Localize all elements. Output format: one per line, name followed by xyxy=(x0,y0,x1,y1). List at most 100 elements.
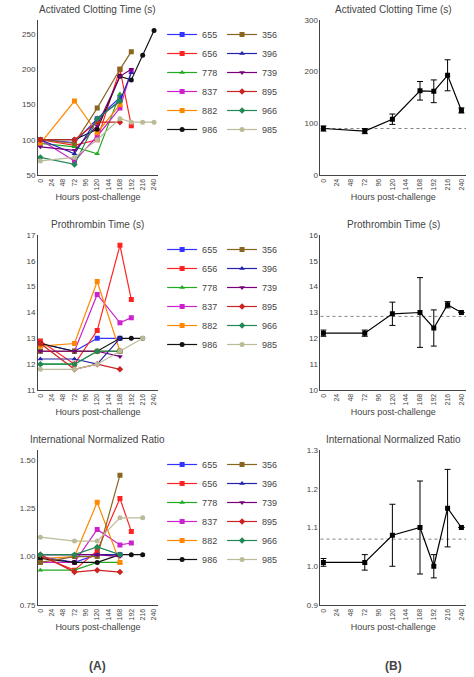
svg-text:0: 0 xyxy=(37,394,44,398)
svg-text:985: 985 xyxy=(262,555,277,565)
svg-text:356: 356 xyxy=(262,245,277,255)
svg-text:96: 96 xyxy=(375,179,382,187)
svg-text:1.3: 1.3 xyxy=(307,446,319,455)
svg-text:778: 778 xyxy=(202,498,217,508)
svg-text:966: 966 xyxy=(262,106,277,116)
svg-text:739: 739 xyxy=(262,498,277,508)
svg-text:240: 240 xyxy=(458,609,465,621)
svg-text:739: 739 xyxy=(262,68,277,78)
svg-text:48: 48 xyxy=(59,394,66,402)
svg-text:200: 200 xyxy=(305,67,319,76)
svg-text:72: 72 xyxy=(361,609,368,617)
svg-text:216: 216 xyxy=(444,609,451,621)
svg-text:72: 72 xyxy=(71,394,78,402)
svg-text:0: 0 xyxy=(37,609,44,613)
svg-text:778: 778 xyxy=(202,68,217,78)
svg-text:240: 240 xyxy=(150,179,157,191)
svg-text:986: 986 xyxy=(202,125,217,135)
svg-text:11: 11 xyxy=(310,360,319,369)
svg-text:120: 120 xyxy=(389,609,396,621)
svg-text:0.9: 0.9 xyxy=(307,601,319,610)
svg-text:655: 655 xyxy=(202,30,217,40)
svg-text:144: 144 xyxy=(402,394,409,406)
svg-text:120: 120 xyxy=(93,609,100,621)
svg-text:24: 24 xyxy=(48,179,55,187)
svg-text:655: 655 xyxy=(202,245,217,255)
svg-text:396: 396 xyxy=(262,49,277,59)
svg-text:100: 100 xyxy=(22,136,36,145)
svg-text:216: 216 xyxy=(139,609,146,621)
svg-text:168: 168 xyxy=(116,394,123,406)
svg-text:240: 240 xyxy=(150,394,157,406)
svg-text:739: 739 xyxy=(262,283,277,293)
svg-text:50: 50 xyxy=(26,171,35,180)
svg-text:(A): (A) xyxy=(89,659,106,673)
svg-text:24: 24 xyxy=(333,609,340,617)
svg-text:15: 15 xyxy=(26,282,35,291)
svg-text:192: 192 xyxy=(430,394,437,406)
svg-text:24: 24 xyxy=(333,394,340,402)
svg-text:48: 48 xyxy=(59,179,66,187)
svg-text:240: 240 xyxy=(458,179,465,191)
svg-text:168: 168 xyxy=(116,609,123,621)
svg-text:168: 168 xyxy=(416,179,423,191)
svg-text:656: 656 xyxy=(202,264,217,274)
svg-text:216: 216 xyxy=(139,179,146,191)
svg-text:13: 13 xyxy=(309,308,318,317)
svg-text:12: 12 xyxy=(309,334,318,343)
svg-text:985: 985 xyxy=(262,125,277,135)
svg-text:837: 837 xyxy=(202,517,217,527)
svg-text:120: 120 xyxy=(93,179,100,191)
svg-text:986: 986 xyxy=(202,340,217,350)
svg-text:656: 656 xyxy=(202,49,217,59)
svg-text:144: 144 xyxy=(402,179,409,191)
svg-text:1.0: 1.0 xyxy=(307,562,319,571)
svg-text:Hours post-challenge: Hours post-challenge xyxy=(55,407,140,417)
svg-text:48: 48 xyxy=(59,609,66,617)
svg-text:10: 10 xyxy=(309,386,318,395)
svg-text:Activated Clotting Time (s): Activated Clotting Time (s) xyxy=(39,4,156,15)
svg-text:966: 966 xyxy=(262,321,277,331)
svg-text:168: 168 xyxy=(416,609,423,621)
svg-text:100: 100 xyxy=(305,119,319,128)
svg-text:1.2: 1.2 xyxy=(307,485,319,494)
svg-text:11: 11 xyxy=(27,386,36,395)
svg-text:250: 250 xyxy=(22,30,36,39)
svg-text:120: 120 xyxy=(93,394,100,406)
svg-text:216: 216 xyxy=(444,179,451,191)
svg-text:Hours post-challenge: Hours post-challenge xyxy=(55,192,140,202)
svg-text:48: 48 xyxy=(347,179,354,187)
svg-text:24: 24 xyxy=(48,394,55,402)
svg-text:(B): (B) xyxy=(385,659,402,673)
svg-text:655: 655 xyxy=(202,460,217,470)
svg-text:14: 14 xyxy=(309,282,318,291)
svg-text:14: 14 xyxy=(26,308,35,317)
svg-text:216: 216 xyxy=(139,394,146,406)
svg-text:0.75: 0.75 xyxy=(20,601,36,610)
svg-text:15: 15 xyxy=(309,257,318,266)
svg-text:0: 0 xyxy=(320,394,327,398)
svg-text:1.50: 1.50 xyxy=(20,455,36,464)
svg-text:0: 0 xyxy=(320,179,327,183)
svg-text:300: 300 xyxy=(305,16,319,25)
svg-text:72: 72 xyxy=(71,609,78,617)
svg-text:144: 144 xyxy=(105,609,112,621)
svg-text:48: 48 xyxy=(347,609,354,617)
svg-text:0: 0 xyxy=(37,179,44,183)
svg-text:895: 895 xyxy=(262,517,277,527)
svg-text:17: 17 xyxy=(26,231,35,240)
svg-text:150: 150 xyxy=(22,100,36,109)
svg-text:13: 13 xyxy=(26,334,35,343)
svg-text:895: 895 xyxy=(262,302,277,312)
svg-text:396: 396 xyxy=(262,264,277,274)
svg-text:96: 96 xyxy=(82,609,89,617)
svg-text:966: 966 xyxy=(262,536,277,546)
svg-text:Hours post-challenge: Hours post-challenge xyxy=(55,622,140,632)
svg-text:16: 16 xyxy=(26,257,35,266)
svg-text:656: 656 xyxy=(202,479,217,489)
svg-text:192: 192 xyxy=(430,179,437,191)
svg-text:24: 24 xyxy=(48,609,55,617)
svg-text:895: 895 xyxy=(262,87,277,97)
svg-text:240: 240 xyxy=(458,394,465,406)
svg-text:16: 16 xyxy=(309,231,318,240)
